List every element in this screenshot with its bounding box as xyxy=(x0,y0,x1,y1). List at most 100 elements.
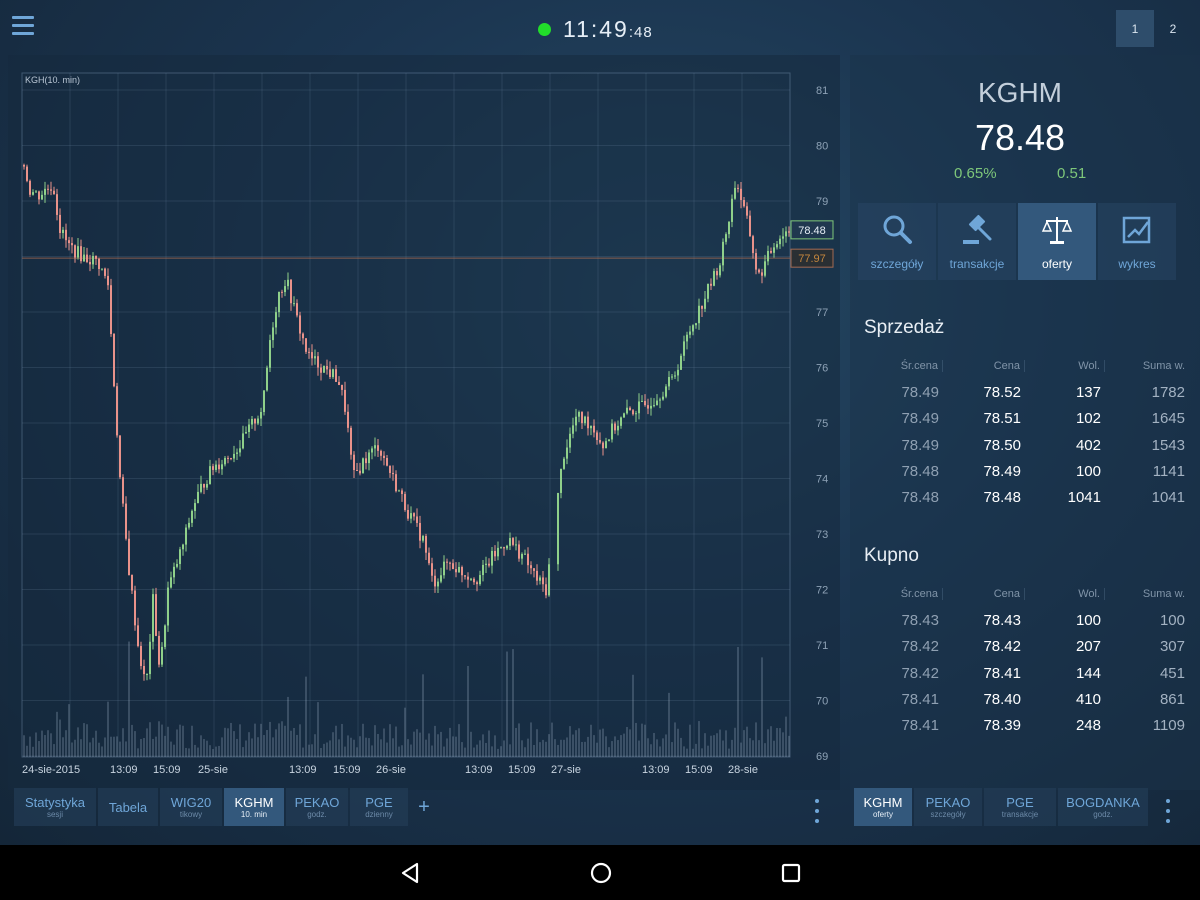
table-row[interactable]: 78.49 78.50 402 1543 xyxy=(864,432,1192,458)
chart-more-icon[interactable] xyxy=(812,799,822,823)
candle-body xyxy=(422,536,424,541)
candle-body xyxy=(179,549,181,564)
table-row[interactable]: 78.42 78.41 144 451 xyxy=(864,660,1192,686)
candle-body xyxy=(101,268,103,270)
table-row[interactable]: 78.49 78.52 137 1782 xyxy=(864,379,1192,405)
candle-body xyxy=(353,454,355,471)
tab-tabela[interactable]: Tabela xyxy=(98,788,158,826)
candle-body xyxy=(65,229,67,241)
y-tick-label: 73 xyxy=(816,529,828,541)
table-cell: 78.41 xyxy=(901,717,939,735)
sell-section-title: Sprzedaż xyxy=(864,317,945,338)
table-row[interactable]: 78.41 78.40 410 861 xyxy=(864,686,1192,712)
tab-pekao[interactable]: PEKAO godz. xyxy=(286,788,348,826)
tab-pge[interactable]: PGE dzienny xyxy=(350,788,408,826)
table-row[interactable]: 78.48 78.49 100 1141 xyxy=(864,458,1192,484)
candle-body xyxy=(701,305,703,309)
table-cell: 100 xyxy=(1075,611,1101,629)
candle-body xyxy=(95,256,97,259)
layout-button-1[interactable]: 1 xyxy=(1116,10,1154,47)
candle-body xyxy=(677,369,679,376)
recents-icon[interactable] xyxy=(777,859,805,887)
candle-body xyxy=(191,510,193,523)
column-header: Suma w. xyxy=(1142,360,1185,373)
chart-panel[interactable]: 81807978777675747372717069KGH(10. min)78… xyxy=(8,55,840,790)
action-oferty[interactable]: oferty xyxy=(1018,203,1096,280)
candle-body xyxy=(596,432,598,441)
candle-body xyxy=(302,333,304,339)
candle-body xyxy=(662,396,664,400)
candle-body xyxy=(722,241,724,266)
candle-body xyxy=(767,250,769,262)
candle-body xyxy=(119,435,121,478)
candle-body xyxy=(254,418,256,424)
y-tick-label: 79 xyxy=(816,196,828,208)
candle-body xyxy=(332,369,334,378)
action-wykres[interactable]: wykres xyxy=(1098,203,1176,280)
home-icon[interactable] xyxy=(587,859,615,887)
table-row[interactable]: 78.42 78.42 207 307 xyxy=(864,634,1192,660)
candle-body xyxy=(428,552,430,564)
table-cell: 137 xyxy=(1075,383,1101,401)
candle-body xyxy=(521,554,523,559)
candle-body xyxy=(170,577,172,588)
candle-body xyxy=(407,509,409,519)
table-cell: 451 xyxy=(1159,664,1185,682)
table-cell: 78.49 xyxy=(983,462,1021,480)
table-row[interactable]: 78.43 78.43 100 100 xyxy=(864,607,1192,633)
candle-body xyxy=(620,417,622,426)
add-tab-button[interactable]: + xyxy=(418,795,430,818)
table-cell: 78.52 xyxy=(983,383,1021,401)
tab-kghm-oferty[interactable]: KGHM oferty xyxy=(854,788,912,826)
candle-body xyxy=(323,366,325,373)
tab-statystyka[interactable]: Statystyka sesji xyxy=(14,788,96,826)
tab-bogdanka-godz[interactable]: BOGDANKA godz. xyxy=(1058,788,1148,826)
table-header: Śr.cena Cena Wol. Suma w. xyxy=(864,353,1192,379)
candle-body xyxy=(581,412,583,424)
candle-body xyxy=(533,568,535,571)
quote-more-icon[interactable] xyxy=(1163,799,1173,823)
candle-body xyxy=(350,427,352,455)
table-row[interactable]: 78.48 78.48 1041 1041 xyxy=(864,484,1192,510)
candle-body xyxy=(728,221,730,235)
layout-button-2[interactable]: 2 xyxy=(1169,21,1177,36)
hamburger-menu-icon[interactable] xyxy=(12,16,34,36)
x-axis-label: 26-sie xyxy=(376,764,406,776)
candle-body xyxy=(782,236,784,239)
candle-body xyxy=(758,269,760,273)
table-row[interactable]: 78.49 78.51 102 1645 xyxy=(864,406,1192,432)
column-header: Wol. xyxy=(1025,360,1105,373)
y-tick-label: 81 xyxy=(816,85,828,97)
tab-pge-transakcje[interactable]: PGE transakcje xyxy=(984,788,1056,826)
candle-body xyxy=(608,439,610,442)
candle-body xyxy=(404,494,406,510)
table-cell: 410 xyxy=(1075,690,1101,708)
candle-body xyxy=(731,198,733,222)
candle-body xyxy=(269,340,271,368)
tab-pekao-szczegoly[interactable]: PEKAO szczegóły xyxy=(914,788,982,826)
table-cell: 78.41 xyxy=(983,664,1021,682)
candle-body xyxy=(482,564,484,576)
system-navigation-bar xyxy=(0,845,1200,900)
tab-wig20[interactable]: WIG20 tikowy xyxy=(160,788,222,826)
x-axis-label: 15:09 xyxy=(333,764,361,776)
y-tick-label: 71 xyxy=(816,640,828,652)
table-cell: 248 xyxy=(1075,717,1101,735)
table-cell: 78.43 xyxy=(983,611,1021,629)
candle-body xyxy=(752,236,754,254)
table-cell: 402 xyxy=(1075,436,1101,454)
candle-body xyxy=(242,433,244,449)
action-transakcje[interactable]: transakcje xyxy=(938,203,1016,280)
candle-body xyxy=(296,303,298,316)
table-row[interactable]: 78.41 78.39 248 1109 xyxy=(864,712,1192,738)
candle-body xyxy=(590,425,592,429)
candle-body xyxy=(77,246,79,258)
candle-body xyxy=(80,246,82,262)
candle-body xyxy=(44,188,46,195)
tab-kghm[interactable]: KGHM 10. min xyxy=(224,788,284,826)
action-szczegoly[interactable]: szczegóły xyxy=(858,203,936,280)
candle-body xyxy=(770,250,772,253)
back-icon[interactable] xyxy=(397,859,425,887)
x-axis-label: 24-sie-2015 xyxy=(22,764,80,776)
candlestick-chart[interactable]: 81807978777675747372717069KGH(10. min)78… xyxy=(8,55,840,790)
